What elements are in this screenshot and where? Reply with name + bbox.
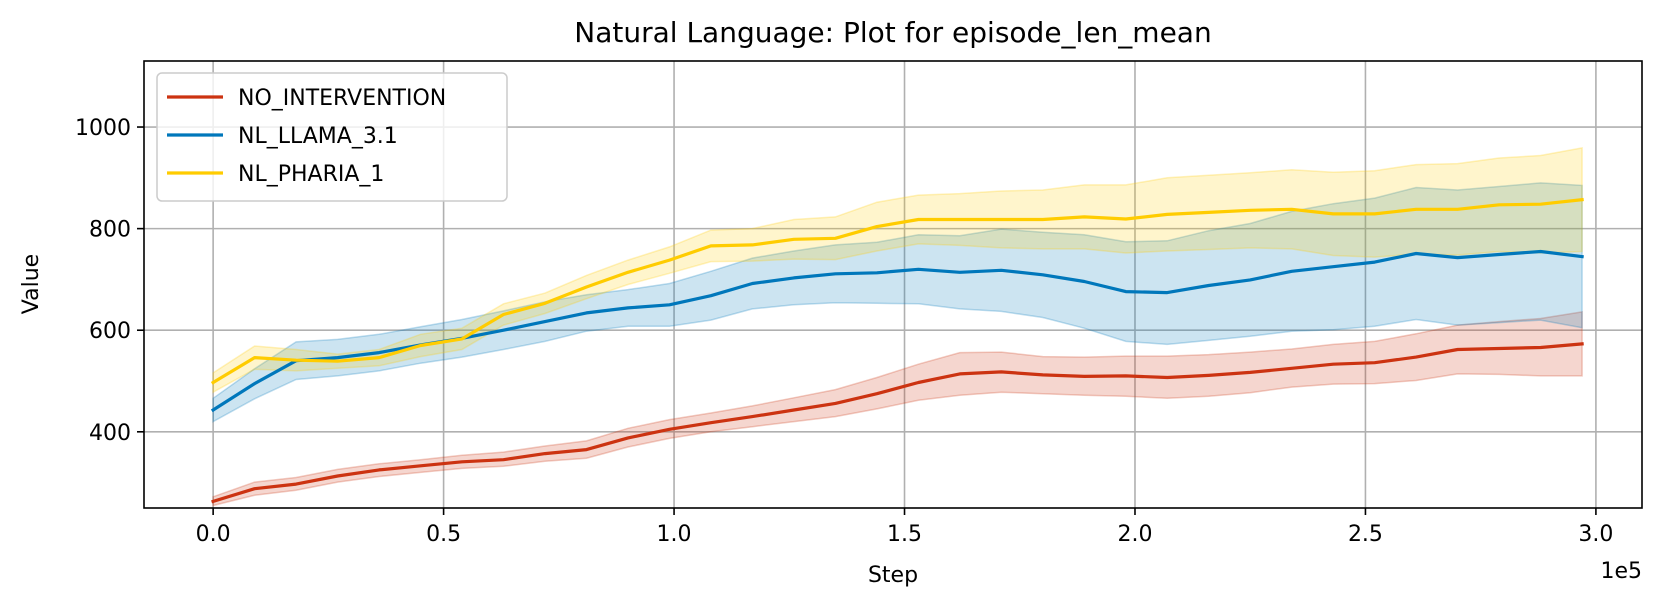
- confidence-band: [212, 182, 1583, 423]
- legend-box: [156, 72, 508, 202]
- legend: NO_INTERVENTION NL_LLAMA_3.1 NL_PHARIA_1: [156, 72, 508, 202]
- legend-label: NO_INTERVENTION: [238, 86, 446, 111]
- y-tick-label: 1000: [75, 116, 131, 141]
- confidence-bands: [212, 147, 1583, 507]
- series-line: [211, 342, 1584, 504]
- x-tick-label: 1.5: [887, 522, 922, 547]
- x-tick-label: 2.0: [1117, 522, 1152, 547]
- legend-label: NL_PHARIA_1: [238, 162, 384, 187]
- y-axis-label: Value: [19, 254, 44, 314]
- x-tick-label: 0.0: [196, 522, 231, 547]
- axis-ticks: 0.0 0.5 1.0 1.5 2.0 2.5 3.0 400 600 800 1000: [75, 116, 1613, 547]
- x-tick-label: 0.5: [426, 522, 461, 547]
- x-axis-offset-label: 1e5: [1600, 559, 1642, 584]
- x-tick-label: 1.0: [657, 522, 692, 547]
- series-line: [210, 197, 1584, 385]
- x-tick-label: 3.0: [1578, 522, 1613, 547]
- x-axis-label: Step: [868, 563, 918, 588]
- y-tick-label: 600: [89, 319, 131, 344]
- plot-frame: [143, 60, 1643, 509]
- y-tick-label: 400: [89, 421, 131, 446]
- y-tick-label: 800: [89, 218, 131, 243]
- series-lines: [210, 197, 1584, 504]
- confidence-band: [212, 311, 1583, 507]
- confidence-band: [212, 147, 1583, 394]
- chart-title: Natural Language: Plot for episode_len_m…: [574, 16, 1211, 49]
- x-tick-label: 2.5: [1348, 522, 1383, 547]
- legend-label: NL_LLAMA_3.1: [238, 124, 398, 149]
